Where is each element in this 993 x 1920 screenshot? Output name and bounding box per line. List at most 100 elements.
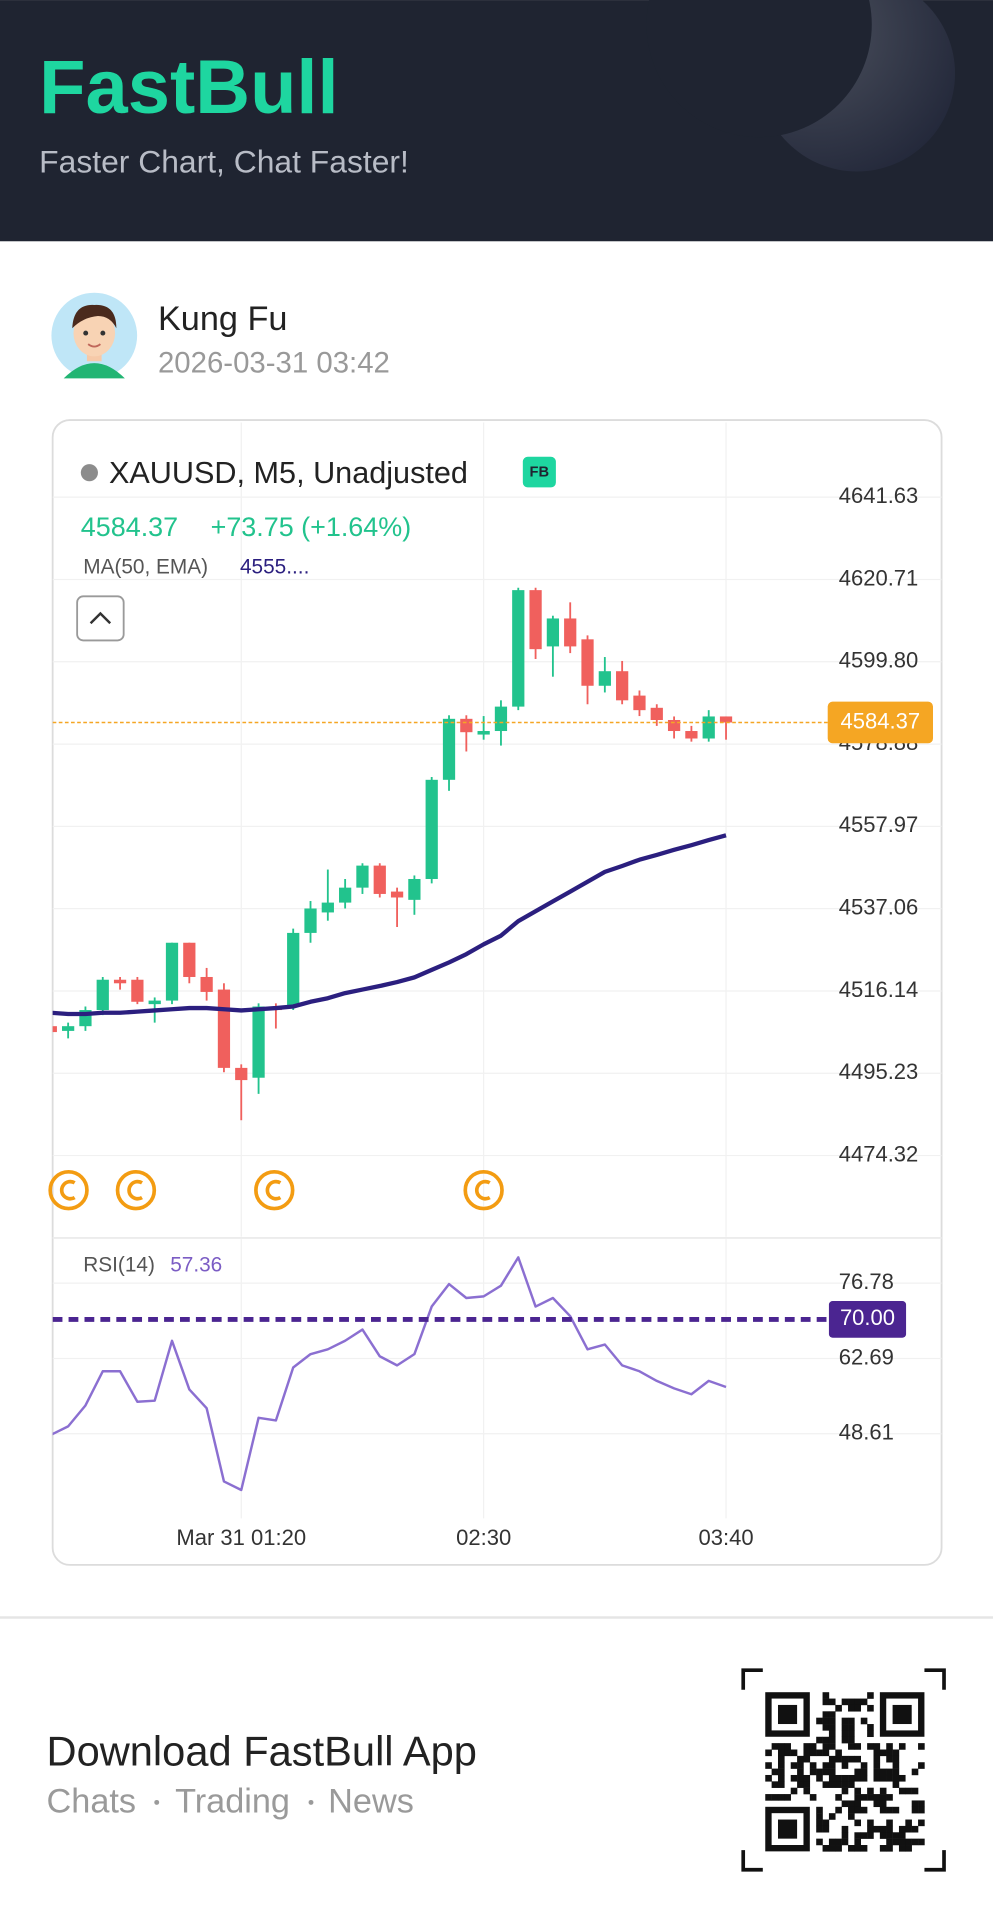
candle-body xyxy=(650,707,663,720)
qr-module xyxy=(822,1736,830,1744)
author: Kung Fu xyxy=(158,300,288,338)
qr-module xyxy=(873,1774,881,1782)
qr-module xyxy=(879,1749,887,1757)
tagline: Faster Chart, Chat Faster! xyxy=(39,144,409,180)
qr-module xyxy=(867,1743,874,1750)
qr-module xyxy=(918,1762,925,1769)
qr-module xyxy=(771,1743,779,1750)
qr-module xyxy=(879,1806,887,1814)
qr-module xyxy=(835,1806,842,1814)
qr-module xyxy=(860,1762,868,1769)
qr-module xyxy=(848,1724,855,1731)
qr-module xyxy=(873,1749,881,1757)
qr-module xyxy=(835,1755,842,1763)
qr-module xyxy=(797,1781,804,1788)
candle-body xyxy=(425,779,438,879)
y-tick-label: 4557.97 xyxy=(839,812,919,837)
candle-body xyxy=(131,979,144,1002)
qr-module xyxy=(918,1838,925,1846)
qr-module xyxy=(886,1794,893,1801)
qr-module xyxy=(854,1768,862,1776)
qr-module xyxy=(803,1755,811,1763)
footer-link[interactable]: News xyxy=(328,1783,414,1821)
qr-module xyxy=(873,1755,881,1763)
qr-module xyxy=(809,1762,817,1769)
qr-module xyxy=(860,1698,868,1706)
qr-module xyxy=(803,1749,811,1757)
qr-module xyxy=(905,1787,912,1795)
footer-link[interactable]: Trading xyxy=(175,1783,290,1821)
qr-module xyxy=(784,1794,791,1801)
qr-module xyxy=(892,1762,900,1769)
qr-module xyxy=(803,1787,811,1795)
qr-module xyxy=(822,1724,830,1731)
qr-module xyxy=(860,1832,868,1839)
qr-module xyxy=(784,1749,791,1757)
price-tag-label: 4584.37 xyxy=(841,708,921,733)
qr-module xyxy=(765,1762,772,1769)
qr-module xyxy=(892,1768,900,1776)
candle-body xyxy=(477,731,490,735)
qr-module xyxy=(765,1774,772,1782)
qr-module xyxy=(790,1787,798,1795)
candle-body xyxy=(252,1006,265,1078)
candle-body xyxy=(581,639,594,686)
qr-module xyxy=(835,1749,842,1757)
y-tick-label: 4474.32 xyxy=(839,1141,919,1166)
qr-module xyxy=(918,1819,925,1827)
candle-body xyxy=(200,976,213,992)
ma-value: 4555.... xyxy=(240,556,309,579)
qr-module xyxy=(911,1768,919,1776)
price-change: +73.75 (+1.64%) xyxy=(211,512,412,542)
qr-module xyxy=(867,1787,874,1795)
qr-module xyxy=(828,1762,836,1769)
qr-module xyxy=(828,1730,836,1738)
qr-module xyxy=(816,1749,823,1757)
qr-module xyxy=(790,1774,798,1782)
qr-code[interactable] xyxy=(765,1692,925,1852)
qr-module xyxy=(841,1825,849,1833)
qr-module xyxy=(835,1845,842,1852)
qr-module xyxy=(777,1794,785,1801)
candle-body xyxy=(685,731,698,739)
qr-module xyxy=(797,1755,804,1763)
candle-body xyxy=(390,891,404,898)
qr-module xyxy=(822,1845,830,1852)
candle-body xyxy=(52,1026,57,1033)
qr-module xyxy=(848,1717,855,1725)
qr-module xyxy=(841,1724,849,1731)
qr-module xyxy=(835,1781,842,1788)
rsi-label: RSI(14) xyxy=(83,1254,155,1277)
candle-body xyxy=(217,989,231,1068)
footer-title: Download FastBull App xyxy=(47,1728,477,1775)
qr-module xyxy=(854,1838,862,1846)
event-icons[interactable] xyxy=(48,1169,504,1211)
qr-module xyxy=(848,1813,855,1820)
qr-module xyxy=(848,1774,855,1782)
y-tick-label: 4641.63 xyxy=(839,483,919,508)
candle-body xyxy=(598,671,611,686)
candle-body xyxy=(460,718,473,733)
qr-module xyxy=(892,1832,900,1839)
qr-module xyxy=(886,1755,893,1763)
qr-module xyxy=(867,1704,874,1712)
footer-link[interactable]: Chats xyxy=(47,1783,137,1821)
qr-module xyxy=(867,1724,874,1731)
qr-module xyxy=(886,1806,893,1814)
qr-module xyxy=(873,1825,881,1833)
qr-module xyxy=(841,1698,849,1706)
rsi-value: 57.36 xyxy=(170,1254,222,1277)
qr-module xyxy=(848,1800,855,1808)
qr-module xyxy=(777,1749,785,1757)
qr-module xyxy=(918,1743,925,1750)
qr-finder xyxy=(777,1819,798,1839)
qr-module xyxy=(828,1813,836,1820)
qr-module xyxy=(867,1832,874,1839)
qr-module xyxy=(765,1794,772,1801)
qr-module xyxy=(848,1730,855,1738)
qr-module xyxy=(848,1704,855,1712)
qr-module xyxy=(892,1781,900,1788)
collapse-button[interactable] xyxy=(76,595,125,642)
price-tag xyxy=(827,701,934,744)
qr-module xyxy=(854,1755,862,1763)
